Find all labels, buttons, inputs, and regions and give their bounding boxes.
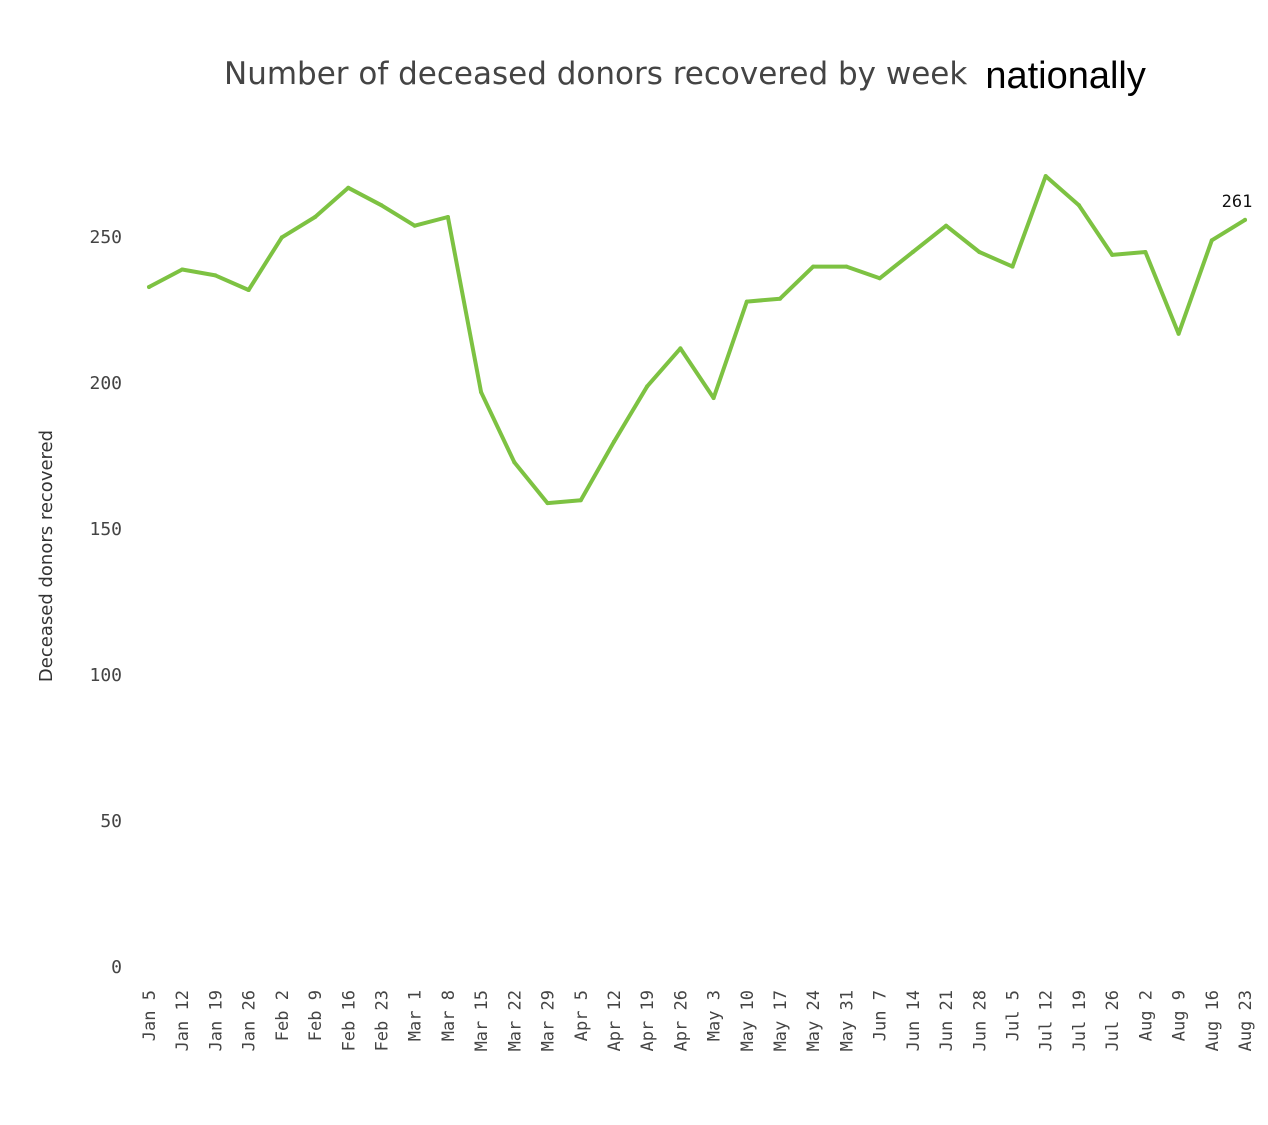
x-tick-label: May 24 — [804, 990, 824, 1051]
x-tick-label: Apr 26 — [671, 990, 691, 1051]
y-axis-label: Deceased donors recovered — [36, 430, 57, 682]
data-point — [578, 498, 583, 503]
data-point — [279, 235, 284, 240]
data-point — [611, 439, 616, 444]
data-point — [910, 250, 915, 254]
x-tick-label: Apr 19 — [638, 990, 658, 1051]
data-point — [744, 299, 749, 304]
data-point — [1209, 238, 1214, 243]
data-point — [246, 287, 251, 292]
x-tick-label: Apr 12 — [605, 990, 625, 1051]
x-tick-label: Mar 29 — [539, 990, 559, 1051]
data-point — [977, 250, 982, 254]
data-point — [844, 264, 849, 269]
x-tick-label: Jan 12 — [173, 990, 193, 1051]
data-point — [678, 346, 683, 351]
x-tick-label: May 17 — [771, 990, 791, 1051]
x-tick-label: May 3 — [705, 990, 725, 1041]
data-point — [645, 384, 650, 389]
x-tick-label: Mar 8 — [439, 990, 459, 1041]
y-tick-label: 250 — [89, 227, 122, 248]
x-tick-label: Mar 1 — [406, 990, 426, 1041]
x-tick-label: Feb 23 — [372, 990, 392, 1051]
chart-title: Number of deceased donors recovered by w… — [224, 56, 967, 92]
y-tick-label: 200 — [89, 373, 122, 394]
data-point — [346, 185, 351, 190]
data-point — [877, 276, 882, 281]
x-tick-label: Aug 23 — [1236, 990, 1256, 1051]
data-point — [412, 223, 417, 228]
data-point — [711, 396, 716, 400]
x-tick-label: Jul 5 — [1004, 990, 1024, 1041]
y-tick-label: 150 — [89, 519, 122, 540]
x-tick-label: Jun 21 — [937, 990, 957, 1051]
series-layer — [147, 174, 1247, 506]
data-labels-layer: 261 — [1222, 192, 1253, 212]
data-point — [213, 273, 218, 278]
data-point — [445, 214, 450, 219]
series-line-0 — [147, 174, 1247, 506]
x-tick-label: Feb 2 — [273, 990, 293, 1041]
data-point — [1243, 217, 1247, 222]
data-point — [1110, 252, 1115, 257]
x-tick-label: Jul 26 — [1103, 990, 1123, 1051]
data-point — [811, 264, 816, 269]
data-label: 261 — [1222, 192, 1253, 212]
x-tick-label: Jun 7 — [871, 990, 891, 1041]
x-tick-label: May 10 — [738, 990, 758, 1051]
x-tick-label: Jan 5 — [140, 990, 160, 1041]
x-tick-label: Jul 19 — [1070, 990, 1090, 1051]
data-point — [1076, 203, 1081, 208]
x-tick-label: Aug 16 — [1203, 990, 1223, 1051]
x-tick-label: Mar 15 — [472, 990, 492, 1051]
data-point — [180, 267, 185, 272]
x-tick-label: Mar 22 — [505, 990, 525, 1051]
x-tick-label: Jan 26 — [240, 990, 260, 1051]
x-tick-label: Aug 9 — [1170, 990, 1190, 1041]
data-point — [944, 223, 949, 228]
x-tick-label: Jun 28 — [970, 990, 990, 1051]
data-point — [1043, 174, 1048, 179]
data-point — [545, 501, 550, 506]
y-tick-label: 50 — [100, 811, 122, 832]
x-tick-label: Feb 16 — [339, 990, 359, 1051]
data-point — [1010, 264, 1015, 269]
y-tick-label: 0 — [111, 957, 122, 978]
data-point — [1176, 331, 1181, 336]
x-tick-label: May 31 — [837, 990, 857, 1051]
chart-title-suffix: nationally — [985, 55, 1146, 97]
x-tick-label: Aug 2 — [1136, 990, 1156, 1041]
x-tick-label: Jul 12 — [1037, 990, 1057, 1051]
data-point — [512, 460, 517, 465]
data-point — [479, 390, 484, 395]
data-point — [778, 296, 783, 301]
data-point — [147, 285, 151, 290]
data-point — [379, 203, 384, 208]
x-tick-labels: Jan 5 Jan 12 Jan 19 Jan 26 Feb 2 Feb 9 Feb 16 F… — [140, 990, 1256, 1051]
y-tick-label: 100 — [89, 665, 122, 686]
data-point — [313, 214, 318, 219]
y-tick-labels: 0 50 100 150 200 250 — [89, 227, 122, 978]
x-tick-label: Feb 9 — [306, 990, 326, 1041]
x-tick-label: Apr 5 — [572, 990, 592, 1041]
x-tick-label: Jan 19 — [206, 990, 226, 1051]
x-tick-label: Jun 14 — [904, 990, 924, 1051]
data-point — [1143, 250, 1148, 254]
